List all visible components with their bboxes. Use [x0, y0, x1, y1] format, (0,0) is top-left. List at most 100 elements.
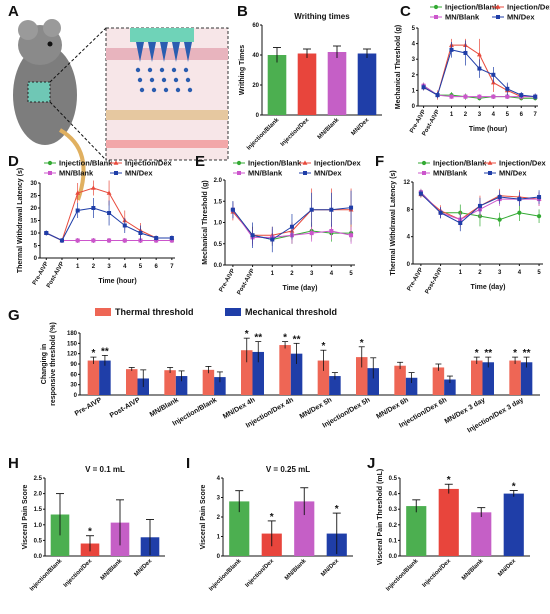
y-axis-label: Visceral Pain Score [200, 484, 207, 549]
y-tick-label: 0 [256, 113, 260, 119]
legend-entry: Injection/Dex [314, 159, 362, 168]
data-point [75, 190, 81, 195]
x-tick-label: MN/Dex [497, 558, 517, 578]
mouse-eye [47, 41, 53, 47]
data-point [495, 4, 501, 9]
drug-particle [173, 77, 179, 83]
x-tick-label: 1 [459, 270, 463, 276]
chart-title: V = 0.25 mL [266, 465, 310, 474]
legend-entry: MN/Blank [433, 169, 468, 178]
x-tick-label: MN/Dex 5h [299, 397, 334, 421]
data-point [497, 217, 502, 222]
x-tick-label: Injection/Blank [29, 558, 64, 593]
y-tick-label: 2 [412, 73, 416, 79]
bar [267, 55, 287, 115]
y-tick-label: 0.3 [389, 507, 398, 513]
chart-i: 0 1 2 3 4 Visceral Pain Score V = 0.25 mL Injec… [200, 465, 353, 593]
chart-title: V = 0.1 mL [85, 465, 125, 474]
panel-label-h: H [8, 455, 19, 472]
x-tick-label: Injection/Blank [208, 558, 243, 593]
drug-particle [183, 67, 189, 73]
x-tick-label: MN/Dex 6h [375, 397, 410, 421]
y-tick-label: 0.5 [389, 476, 398, 482]
panel-label-j: J [367, 455, 375, 472]
panel-label-b: B [237, 3, 248, 20]
x-tick-label: 2 [464, 112, 468, 118]
y-tick-label: 4 [412, 42, 416, 48]
bar [438, 488, 459, 556]
data-point [329, 229, 334, 233]
y-tick-label: 0.0 [214, 263, 223, 269]
x-axis-label: Time (hour) [98, 278, 136, 285]
data-point [230, 207, 235, 212]
x-axis-label: Time (hour) [469, 126, 507, 133]
bar [279, 345, 291, 395]
x-tick-label: 3 [498, 270, 502, 276]
bar [471, 512, 492, 556]
x-tick-label: 3 [478, 112, 482, 118]
legend-entry: Mechanical threshold [245, 307, 337, 317]
zoom-line [49, 27, 107, 83]
bar [294, 501, 315, 556]
data-point [421, 160, 427, 166]
drug-particle [159, 67, 165, 73]
data-point [90, 185, 96, 190]
y-axis-label: Mechanical Threshold (g) [395, 25, 402, 109]
data-point [463, 50, 468, 55]
data-point [107, 238, 112, 243]
y-tick-label: 20 [30, 206, 37, 212]
data-point [122, 223, 127, 228]
data-point [309, 207, 314, 212]
legend-entry: Injection/Blank [248, 159, 302, 168]
bar [367, 368, 379, 395]
data-point [349, 233, 354, 238]
y-tick-label: 90 [70, 362, 77, 368]
tissue-layer [106, 140, 228, 148]
x-tick-label: 7 [534, 112, 538, 118]
data-point [329, 207, 334, 212]
x-tick-label: Post-AIVP [109, 397, 142, 420]
x-axis-label: Time (day) [283, 285, 318, 292]
data-point [138, 231, 143, 235]
chart-h: 0.0 0.5 1.0 1.5 2.0 2.5 Visceral Pain Score V =… [22, 465, 165, 593]
data-point [91, 238, 96, 243]
significance-star: * [270, 512, 274, 523]
drug-particle [151, 87, 157, 93]
x-tick-label: 6 [520, 112, 524, 118]
data-point [433, 4, 439, 10]
y-tick-label: 1 [412, 88, 416, 94]
data-point [237, 171, 241, 175]
drug-particle [161, 77, 167, 83]
mn-backing [130, 28, 194, 42]
legend-entry: MN/Blank [445, 13, 480, 22]
bar [99, 360, 111, 395]
x-tick-label: 6 [154, 264, 158, 270]
y-tick-label: 20 [252, 83, 259, 89]
y-tick-label: 1.0 [214, 221, 223, 227]
drug-particle [171, 67, 177, 73]
drug-particle [149, 77, 155, 83]
panel-label-i: I [186, 455, 190, 472]
legend-swatch [95, 308, 111, 316]
x-tick-label: 4 [518, 270, 522, 276]
data-point [48, 171, 52, 175]
data-point [113, 160, 119, 165]
data-point [537, 195, 542, 200]
microneedle-icon [160, 42, 168, 62]
y-axis-label: Writhing Times [239, 45, 246, 95]
drug-particle [163, 87, 169, 93]
mouse-ear [18, 20, 38, 40]
data-point [505, 86, 510, 91]
data-point [449, 94, 454, 99]
y-tick-label: 30 [30, 181, 37, 187]
data-point [309, 231, 314, 236]
significance-star: * [335, 504, 339, 515]
chart-title: Writhing times [294, 12, 350, 21]
y-tick-label: 0.0 [34, 554, 43, 560]
bar [432, 367, 445, 395]
bar [406, 506, 427, 556]
legend-entry: MN/Dex [314, 169, 342, 178]
x-tick-label: 3 [107, 264, 111, 270]
